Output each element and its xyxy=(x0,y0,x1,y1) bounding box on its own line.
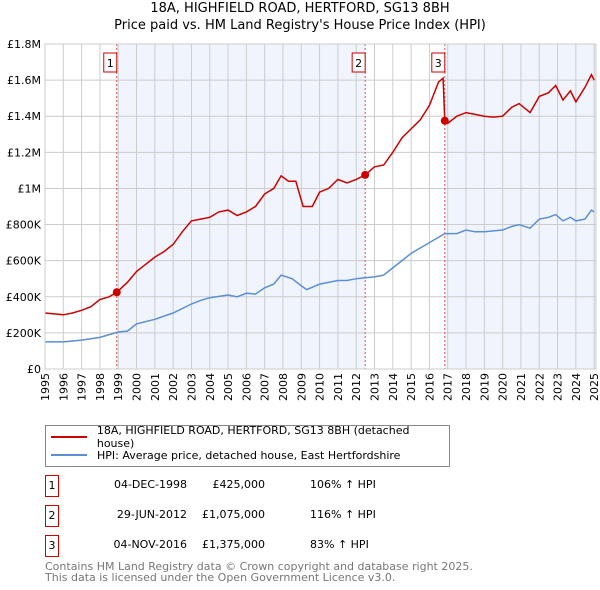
x-tick-label: 2003 xyxy=(185,373,198,401)
legend-label: HPI: Average price, detached house, East… xyxy=(97,448,401,462)
series-line xyxy=(45,209,595,343)
legend-item-hpi: HPI: Average price, detached house, East… xyxy=(46,447,400,463)
sale-label: 1 xyxy=(107,57,114,70)
transaction-row: 1 04-DEC-1998 £425,000 106% ↑ HPI xyxy=(45,475,445,497)
y-tick-label: £800K xyxy=(6,219,42,232)
x-tick-label: 1998 xyxy=(94,373,107,401)
x-tick-label: 1995 xyxy=(39,373,52,401)
plot-border xyxy=(44,43,597,370)
y-tick-label: £1M xyxy=(18,182,42,195)
sale-point xyxy=(361,170,370,179)
legend-item-property: 18A, HIGHFIELD ROAD, HERTFORD, SG13 8BH … xyxy=(46,424,449,450)
transaction-number: 2 xyxy=(45,505,59,527)
transaction-date: 29-JUN-2012 xyxy=(116,508,187,521)
x-tick-label: 1999 xyxy=(112,373,125,401)
footer-copyright: Contains HM Land Registry data © Crown c… xyxy=(45,560,473,573)
transaction-number: 1 xyxy=(45,475,59,497)
legend-swatch-blue xyxy=(51,454,87,456)
series-line xyxy=(44,73,595,316)
chart-subtitle: Price paid vs. HM Land Registry's House … xyxy=(114,18,486,33)
y-tick-label: £600K xyxy=(6,255,42,268)
transaction-hpi: 116% ↑ HPI xyxy=(310,508,376,521)
x-tick-label: 2002 xyxy=(167,373,180,401)
x-tick-label: 2013 xyxy=(369,373,382,401)
y-tick-label: £200K xyxy=(6,327,42,340)
x-tick-label: 1997 xyxy=(76,373,89,401)
sale-label-box xyxy=(431,52,446,73)
sale-point xyxy=(112,288,121,297)
transaction-price: £1,075,000 xyxy=(202,508,265,521)
shaded-period xyxy=(116,44,366,369)
sale-label-box xyxy=(103,52,118,73)
x-tick-label: 2023 xyxy=(552,373,565,401)
sale-label-box xyxy=(351,52,366,73)
x-tick-label: 2005 xyxy=(222,373,235,401)
transaction-date: 04-DEC-1998 xyxy=(113,478,187,491)
x-tick-label: 2017 xyxy=(442,373,455,401)
x-tick-label: 2021 xyxy=(515,373,528,401)
y-tick-label: £1.8M xyxy=(7,38,41,51)
footer-licence: This data is licensed under the Open Gov… xyxy=(45,571,396,584)
sale-label: 3 xyxy=(435,57,442,70)
y-tick-label: £1.4M xyxy=(7,110,41,123)
y-tick-label: £1.6M xyxy=(7,74,41,87)
transaction-date: 04-NOV-2016 xyxy=(113,538,187,551)
legend: 18A, HIGHFIELD ROAD, HERTFORD, SG13 8BH … xyxy=(45,424,450,467)
legend-label: 18A, HIGHFIELD ROAD, HERTFORD, SG13 8BH … xyxy=(96,424,410,450)
x-tick-label: 2015 xyxy=(405,373,418,401)
y-tick-label: £0 xyxy=(27,363,41,376)
x-tick-label: 2004 xyxy=(204,373,217,401)
x-tick-label: 1996 xyxy=(57,373,70,401)
sale-label: 2 xyxy=(355,57,362,70)
transaction-hpi: 106% ↑ HPI xyxy=(310,478,376,491)
transaction-row: 2 29-JUN-2012 £1,075,000 116% ↑ HPI xyxy=(45,505,445,527)
legend-swatch-red xyxy=(51,436,87,438)
price-chart: 1995 1996 1997 1998 1999 2000 2001 2002 2003 2004… xyxy=(6,38,600,401)
x-tick-label: 2020 xyxy=(497,373,510,401)
x-tick-label: 2009 xyxy=(295,373,308,401)
x-tick-label: 2000 xyxy=(131,373,144,401)
x-tick-label: 2001 xyxy=(149,373,162,401)
x-tick-label: 2007 xyxy=(259,373,272,401)
transaction-number: 3 xyxy=(45,535,59,557)
x-tick-label: 2018 xyxy=(460,373,473,401)
x-tick-label: 2022 xyxy=(533,373,546,401)
sale-point xyxy=(440,116,449,125)
shaded-period xyxy=(444,44,596,369)
x-tick-label: 2012 xyxy=(350,373,363,401)
x-tick-label: 2025 xyxy=(588,373,600,401)
x-tick-label: 2019 xyxy=(478,373,491,401)
x-tick-label: 2011 xyxy=(332,373,345,401)
transaction-row: 3 04-NOV-2016 £1,375,000 83% ↑ HPI xyxy=(45,535,445,557)
chart-title: 18A, HIGHFIELD ROAD, HERTFORD, SG13 8BH xyxy=(150,1,450,16)
transaction-price: £425,000 xyxy=(212,478,266,491)
x-tick-label: 2024 xyxy=(570,373,583,401)
transaction-hpi: 83% ↑ HPI xyxy=(310,538,369,551)
x-tick-label: 2014 xyxy=(387,373,400,401)
transaction-price: £1,375,000 xyxy=(202,538,265,551)
x-tick-label: 2006 xyxy=(240,373,253,401)
x-tick-label: 2010 xyxy=(314,373,327,401)
x-tick-label: 2008 xyxy=(277,373,290,401)
y-tick-label: £400K xyxy=(6,291,42,304)
x-tick-label: 2016 xyxy=(423,373,436,401)
y-tick-label: £1.2M xyxy=(7,146,41,159)
